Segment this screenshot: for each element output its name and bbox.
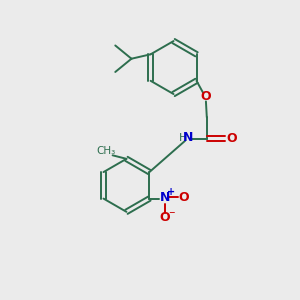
Text: ⁻: ⁻ <box>168 209 175 222</box>
Text: N: N <box>160 190 170 204</box>
Text: H: H <box>178 133 187 142</box>
Text: +: + <box>167 187 175 197</box>
Text: O: O <box>226 132 237 145</box>
Text: O: O <box>200 90 211 103</box>
Text: O: O <box>179 190 190 204</box>
Text: CH₃: CH₃ <box>96 146 116 156</box>
Text: N: N <box>183 131 194 144</box>
Text: O: O <box>159 211 170 224</box>
